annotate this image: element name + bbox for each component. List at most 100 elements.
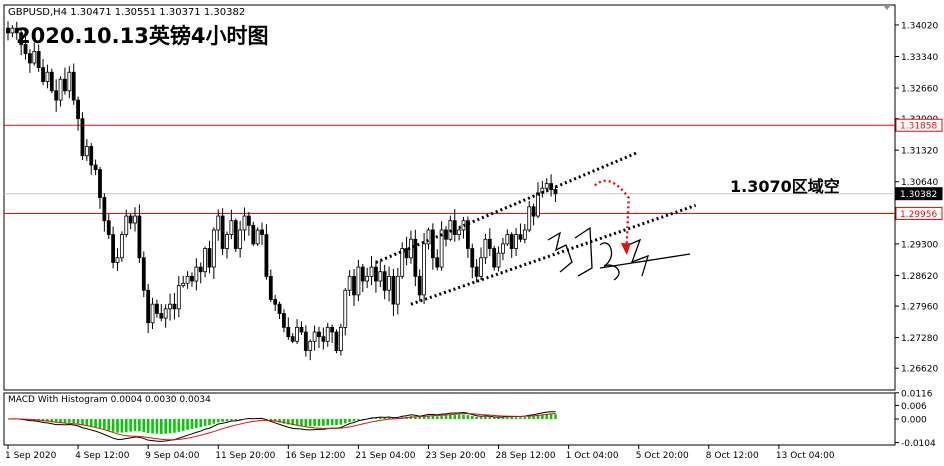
candle-body — [536, 192, 540, 217]
candle-body — [194, 266, 199, 282]
candle-body — [220, 215, 225, 249]
candle-body — [159, 313, 164, 319]
candle-body — [312, 331, 317, 342]
candle-body — [487, 238, 492, 249]
candle-body — [290, 336, 295, 342]
candle-body — [531, 206, 536, 217]
candle-body — [242, 215, 247, 231]
candle-body — [185, 275, 190, 284]
symbol-info: GBPUSD,H4 1.30471 1.30551 1.30371 1.3038… — [8, 7, 246, 18]
candle-body — [229, 220, 234, 236]
price-tick-label: 1.29300 — [901, 240, 938, 250]
candle-body — [102, 197, 107, 222]
candle-body — [286, 326, 291, 338]
price-tick-label: 1.33340 — [901, 53, 938, 63]
candle-body — [119, 234, 124, 259]
candle-body — [378, 271, 383, 282]
candle-body — [277, 303, 282, 314]
candle-body — [41, 67, 45, 82]
candle-body — [6, 27, 10, 34]
forecast-arrow — [594, 179, 631, 256]
candle-body — [71, 71, 76, 101]
time-tick-label: 1 Oct 04:00 — [566, 451, 619, 461]
macd-signal-line — [7, 412, 556, 441]
candle-body — [106, 220, 111, 236]
candle-body — [395, 275, 400, 305]
candle-body — [435, 257, 440, 268]
candle-body — [260, 229, 264, 236]
time-tick-label: 21 Sep 04:00 — [355, 451, 415, 461]
candle-body — [514, 234, 518, 249]
candle-body — [400, 248, 405, 277]
candle-body — [422, 243, 427, 296]
candle-body — [330, 326, 335, 333]
candle-body — [49, 71, 54, 92]
candle-body — [32, 50, 37, 64]
candle-body — [54, 90, 59, 101]
candle-body — [211, 229, 216, 268]
candle-body — [238, 229, 243, 249]
candle-body — [84, 146, 89, 157]
price-tick-label: 1.27960 — [901, 303, 938, 313]
candle-body — [518, 234, 523, 240]
candle-body — [347, 275, 352, 291]
candle-body — [216, 215, 221, 231]
candle-body — [308, 340, 313, 351]
macd-tick-label: -0.0104 — [901, 439, 936, 449]
candle-body — [14, 27, 19, 34]
candle-body — [321, 336, 326, 342]
time-tick-label: 1 Sep 2020 — [5, 451, 57, 461]
candle-body — [426, 229, 431, 245]
candle-body — [198, 266, 203, 273]
candle-body — [439, 229, 444, 268]
price-tick-label: 1.31320 — [901, 147, 938, 157]
candle-body — [115, 257, 120, 263]
candle-body — [553, 189, 558, 195]
macd-tick-label: 0.006 — [901, 402, 927, 412]
candle-body — [404, 248, 409, 259]
macd-label: MACD With Histogram 0.0004 0.0030 0.0034 — [8, 395, 211, 405]
candle-body — [365, 275, 370, 282]
price-label: 1.30382 — [900, 190, 937, 200]
candle-body — [251, 224, 256, 245]
candle-body — [501, 243, 505, 254]
candle-body — [80, 118, 85, 157]
macd-panel — [7, 411, 557, 442]
candle-body — [124, 215, 129, 236]
time-tick-label: 13 Oct 04:00 — [776, 451, 835, 461]
macd-tick-label: 0.0116 — [901, 389, 933, 399]
price-label-box — [895, 206, 943, 220]
candle-body — [246, 215, 251, 226]
time-tick-label: 4 Sep 12:00 — [75, 451, 130, 461]
candle-body — [470, 248, 475, 268]
forecast-arrow-path — [594, 179, 630, 244]
candle-body — [387, 275, 391, 291]
candle-body — [325, 326, 330, 342]
candle-body — [255, 229, 260, 245]
candle-body — [544, 183, 549, 189]
candle-body — [150, 303, 155, 324]
candle-body — [343, 289, 348, 328]
candle-body — [36, 50, 41, 69]
candle-body — [10, 27, 15, 34]
candle-body — [382, 271, 387, 291]
candle-body — [89, 146, 94, 166]
candle-body — [505, 234, 510, 245]
candle-body — [168, 303, 172, 310]
price-tick-label: 1.28620 — [901, 272, 938, 282]
candle-body — [352, 275, 356, 296]
time-tick-label: 8 Oct 12:00 — [706, 451, 759, 461]
candle-body — [63, 78, 67, 92]
candle-body — [176, 285, 181, 310]
candle-body — [303, 331, 308, 351]
price-tick-label: 1.30640 — [901, 178, 938, 188]
candle-body — [190, 275, 194, 282]
candle-body — [76, 99, 80, 120]
candle-body — [172, 303, 177, 310]
candle-body — [128, 215, 133, 224]
time-tick-label: 5 Oct 20:00 — [636, 451, 689, 461]
candle-body — [522, 229, 527, 240]
time-tick-label: 9 Sep 04:00 — [145, 451, 200, 461]
trend-channel — [375, 150, 697, 306]
candle-body — [181, 282, 186, 287]
